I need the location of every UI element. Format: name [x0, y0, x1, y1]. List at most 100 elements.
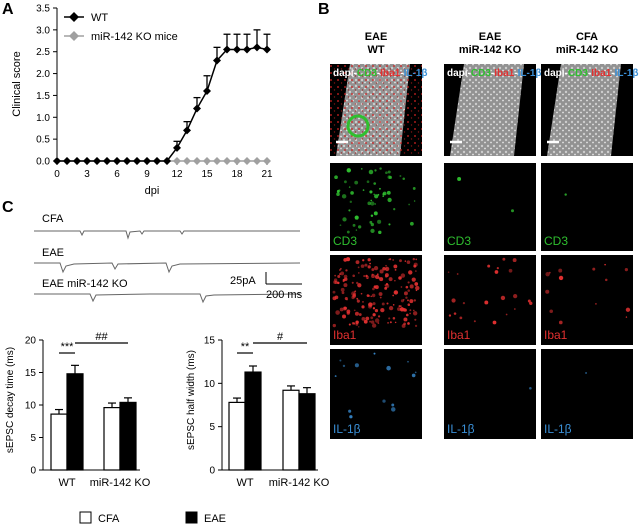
labeled-cell: [365, 316, 370, 321]
x-tick-label: 6: [114, 169, 120, 180]
labeled-cell: [409, 299, 414, 304]
labeled-cell: [399, 175, 402, 177]
marker-label: IL-1β: [333, 422, 361, 436]
labeled-cell: [413, 299, 417, 302]
labeled-cell: [409, 309, 412, 312]
labeled-cell: [399, 307, 405, 312]
y-tick-label: 2.0: [36, 69, 50, 80]
labeled-cell: [456, 273, 459, 275]
labeled-cell: [407, 322, 410, 325]
labeled-cell: [341, 194, 347, 199]
labeled-cell: [355, 281, 359, 285]
micro-cell-col2-row3: Iba1: [444, 255, 536, 345]
data-point-wt: [223, 45, 231, 54]
labeled-cell: [414, 282, 419, 286]
data-point-wt: [163, 157, 171, 165]
y-tick-label: 3.0: [36, 25, 50, 36]
labeled-cell: [351, 281, 354, 284]
labeled-cell: [347, 168, 349, 171]
labeled-cell: [385, 171, 388, 175]
legend-wt-label: WT: [91, 12, 108, 24]
data-point-wt: [243, 45, 251, 54]
data-point-ko: [223, 157, 231, 165]
labeled-cell: [370, 222, 374, 227]
data-point-ko: [233, 157, 241, 165]
trace-label-eae-ko: EAE miR-142 KO: [42, 278, 128, 290]
labeled-cell: [384, 273, 389, 278]
labeled-cell: [358, 326, 360, 328]
labeled-cell: [346, 309, 351, 314]
labeled-cell: [409, 312, 411, 315]
labeled-cell: [487, 264, 491, 268]
data-point-wt: [113, 157, 121, 165]
image-background: [330, 349, 422, 439]
labeled-cell: [368, 169, 374, 175]
labeled-cell: [388, 317, 391, 320]
labeled-cell: [407, 289, 411, 292]
labeled-cell: [605, 278, 608, 282]
labeled-cell: [360, 168, 363, 170]
lesion-ring: [346, 114, 370, 138]
labeled-cell: [340, 287, 345, 292]
half-width-bar-chart: sEPSC half width (ms) 0 5 10 15 WT miR-142 KO…: [186, 331, 330, 489]
labeled-cell: [387, 175, 392, 179]
significance-label: ##: [95, 331, 108, 343]
micro-cell-col3-row4: IL-1β: [541, 349, 633, 439]
labeled-cell: [342, 217, 347, 222]
trace-eae-ko: [34, 293, 301, 304]
labeled-cell: [358, 272, 360, 274]
labeled-cell: [529, 301, 533, 305]
micro-cell-col1-row2: CD3: [330, 163, 422, 251]
labeled-cell: [370, 214, 374, 218]
labeled-cell: [379, 187, 381, 190]
labeled-cell: [388, 305, 394, 311]
micro-cell-col2-row1: dapi-CD3-Iba1-IL-1β: [444, 64, 542, 156]
labeled-cell: [373, 211, 378, 216]
series-line-wt: [57, 46, 268, 162]
y-tick-label: 5: [209, 422, 215, 433]
panel-letter-b: B: [318, 1, 330, 18]
labeled-cell: [412, 309, 415, 312]
column-header-3: CFA miR-142 KO: [556, 31, 619, 56]
labeled-cell: [373, 352, 376, 355]
labeled-cell: [372, 287, 375, 291]
labeled-cell: [360, 264, 365, 268]
labeled-cell: [457, 176, 462, 181]
panel-letter-c: C: [2, 199, 14, 216]
legend-cfa-label: CFA: [98, 513, 120, 525]
labeled-cell: [409, 284, 414, 289]
data-point-ko: [173, 157, 181, 165]
image-background: [541, 255, 633, 345]
labeled-cell: [332, 290, 336, 294]
labeled-cell: [405, 296, 408, 299]
labeled-cell: [370, 201, 375, 206]
labeled-cell: [356, 299, 360, 303]
labeled-cell: [339, 273, 341, 276]
x-tick-label: 12: [171, 169, 183, 180]
merge-label: dapi-CD3-Iba1-IL-1β: [333, 68, 428, 79]
labeled-cell: [378, 292, 383, 296]
labeled-cell: [404, 260, 407, 262]
labeled-cell: [400, 273, 406, 278]
trace-eae: [34, 262, 301, 274]
bar-eae: [298, 393, 316, 471]
labeled-cell: [624, 268, 628, 272]
labeled-cell: [415, 289, 418, 292]
labeled-cell: [412, 187, 416, 190]
x-tick-label: 9: [144, 169, 150, 180]
labeled-cell: [372, 313, 376, 317]
image-background: [541, 349, 633, 439]
labeled-cell: [505, 313, 508, 316]
labeled-cell: [412, 257, 416, 261]
labeled-cell: [399, 259, 402, 263]
labeled-cell: [372, 307, 376, 310]
data-point-ko: [253, 157, 261, 165]
labeled-cell: [407, 303, 411, 306]
labeled-cell: [367, 201, 371, 206]
legend-cfa-swatch: [79, 511, 92, 524]
labeled-cell: [354, 215, 359, 220]
image-background: [330, 163, 422, 251]
scale-time-label: 200 ms: [266, 289, 303, 301]
y-tick-label: 2.5: [36, 47, 50, 58]
data-point-wt: [263, 45, 271, 54]
